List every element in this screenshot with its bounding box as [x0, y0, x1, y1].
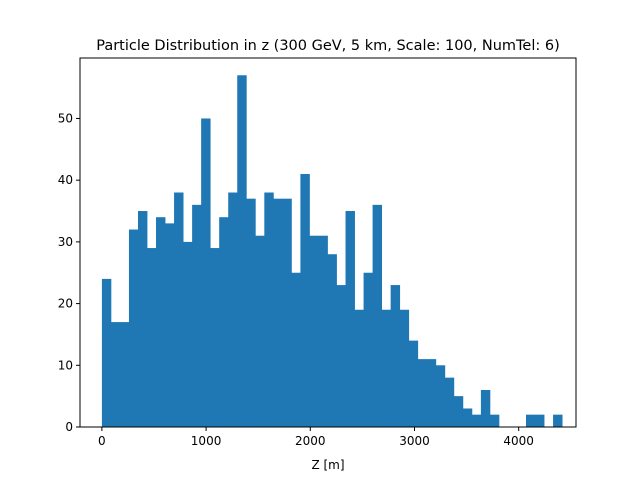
histogram-bar: [165, 223, 175, 427]
histogram-bar: [237, 75, 247, 428]
histogram-bar: [219, 217, 229, 427]
histogram-bar: [390, 285, 401, 427]
histogram-bar: [255, 235, 265, 427]
y-tick-label: 20: [58, 297, 73, 311]
y-axis-ticks: 0 10 20 30 40 50: [58, 111, 80, 434]
histogram-bar: [264, 192, 274, 427]
histogram-bar: [471, 414, 482, 427]
histogram-bar: [345, 211, 355, 427]
y-tick-label: 30: [58, 235, 73, 249]
x-tick-label: 2000: [295, 434, 326, 448]
histogram-bar: [110, 322, 121, 427]
histogram-bar: [444, 377, 455, 427]
plot-frame: [79, 57, 577, 428]
histogram-bar: [128, 229, 139, 427]
x-tick-label: 3000: [399, 434, 430, 448]
histogram-bar: [228, 192, 238, 427]
histogram-bar: [336, 285, 346, 427]
histogram-bar: [137, 211, 148, 427]
y-tick-label: 50: [58, 111, 73, 125]
histogram-bar: [183, 241, 193, 427]
histogram-bar: [399, 309, 410, 427]
histogram-bar: [363, 272, 373, 427]
histogram-bar: [426, 359, 437, 427]
histogram-bar: [147, 248, 157, 427]
histogram-bar: [210, 248, 220, 427]
y-tick-label: 10: [58, 358, 73, 372]
histogram-bar: [327, 254, 337, 427]
histogram-bar: [354, 309, 364, 427]
histogram-bar: [156, 217, 166, 427]
x-axis-ticks: 0 1000 2000 3000 4000: [98, 427, 534, 448]
histogram-bar: [535, 414, 545, 427]
histogram-bar: [453, 396, 464, 427]
histogram-bar: [417, 359, 428, 427]
histogram-bar: [462, 408, 473, 427]
histogram-bar: [291, 272, 301, 427]
histogram-bar: [372, 204, 383, 427]
x-tick-label: 4000: [503, 434, 534, 448]
histogram-bar: [192, 204, 202, 427]
histogram-bar: [381, 309, 392, 427]
histogram-bar: [101, 278, 112, 427]
bars-group: [101, 75, 563, 428]
x-tick-label: 0: [98, 434, 106, 448]
histogram-bar: [300, 174, 310, 427]
histogram-bar: [309, 235, 319, 427]
histogram-bar: [408, 340, 419, 427]
y-tick-label: 40: [58, 173, 73, 187]
histogram-bar: [489, 414, 500, 427]
histogram-bar: [318, 235, 328, 427]
histogram-bar: [246, 198, 256, 427]
histogram-bar: [273, 198, 283, 427]
histogram-bar: [435, 365, 446, 427]
chart-title: Particle Distribution in z (300 GeV, 5 k…: [96, 38, 560, 54]
x-axis-label: Z [m]: [311, 458, 344, 472]
histogram-bar: [480, 389, 491, 427]
y-tick-label: 0: [65, 420, 73, 434]
histogram-bar: [119, 322, 130, 427]
histogram-bar: [526, 414, 536, 427]
histogram-bar: [282, 198, 292, 427]
histogram-bar: [201, 118, 211, 428]
histogram-bar: [174, 192, 184, 427]
histogram-bar: [553, 414, 563, 427]
x-tick-label: 1000: [191, 434, 222, 448]
